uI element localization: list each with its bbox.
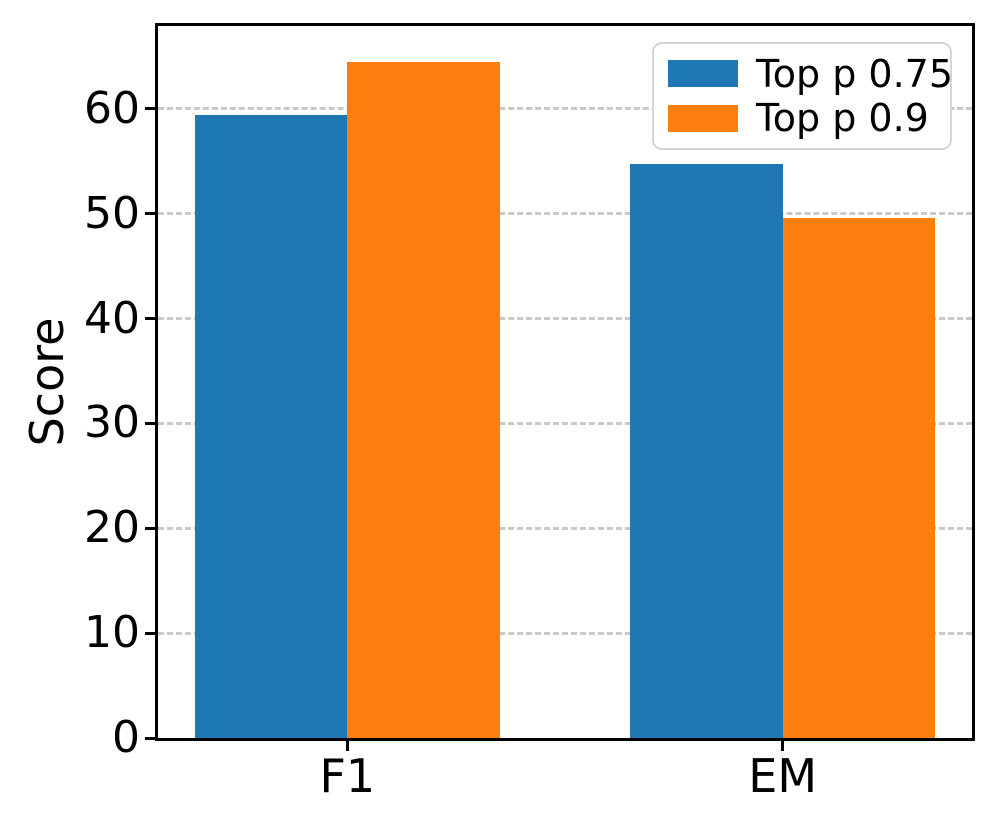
bar-em-top-p-0-9: [782, 217, 935, 738]
gridline-y-50: [158, 212, 972, 216]
gridline-y-40: [158, 317, 972, 321]
y-tick-mark-0: [145, 736, 155, 740]
y-tick-mark-20: [145, 526, 155, 530]
x-tick-mark-em: [781, 741, 785, 751]
bar-f1-top-p-0-75: [195, 115, 348, 738]
y-tick-mark-50: [145, 212, 155, 216]
y-tick-label-0: 0: [112, 712, 140, 763]
legend-swatch-top-p-075: [668, 60, 738, 88]
y-tick-mark-60: [145, 107, 155, 111]
y-tick-mark-40: [145, 317, 155, 321]
gridline-y-60: [158, 107, 972, 111]
x-tick-label-em: EM: [748, 749, 818, 803]
x-tick-mark-f1: [345, 741, 349, 751]
y-tick-label-60: 60: [84, 82, 140, 134]
y-tick-label-20: 20: [84, 502, 140, 554]
legend-label-top-p-075: Top p 0.75: [756, 51, 954, 96]
gridline-y-20: [158, 526, 972, 530]
legend-item-top-p-09: Top p 0.9: [668, 99, 936, 137]
y-tick-mark-30: [145, 421, 155, 425]
bar-f1-top-p-0-9: [347, 61, 500, 738]
x-tick-label-f1: F1: [319, 749, 376, 803]
y-tick-label-40: 40: [84, 292, 140, 344]
gridline-y-30: [158, 421, 972, 425]
gridline-y-10: [158, 631, 972, 635]
bar-em-top-p-0-75: [630, 164, 783, 738]
legend-swatch-top-p-09: [668, 104, 738, 132]
legend-label-top-p-09: Top p 0.9: [756, 96, 929, 141]
y-tick-label-50: 50: [84, 187, 140, 239]
y-tick-mark-10: [145, 631, 155, 635]
y-tick-label-30: 30: [84, 397, 140, 449]
legend: Top p 0.75 Top p 0.9: [652, 42, 953, 150]
y-tick-label-10: 10: [84, 607, 140, 659]
legend-item-top-p-075: Top p 0.75: [668, 55, 953, 93]
